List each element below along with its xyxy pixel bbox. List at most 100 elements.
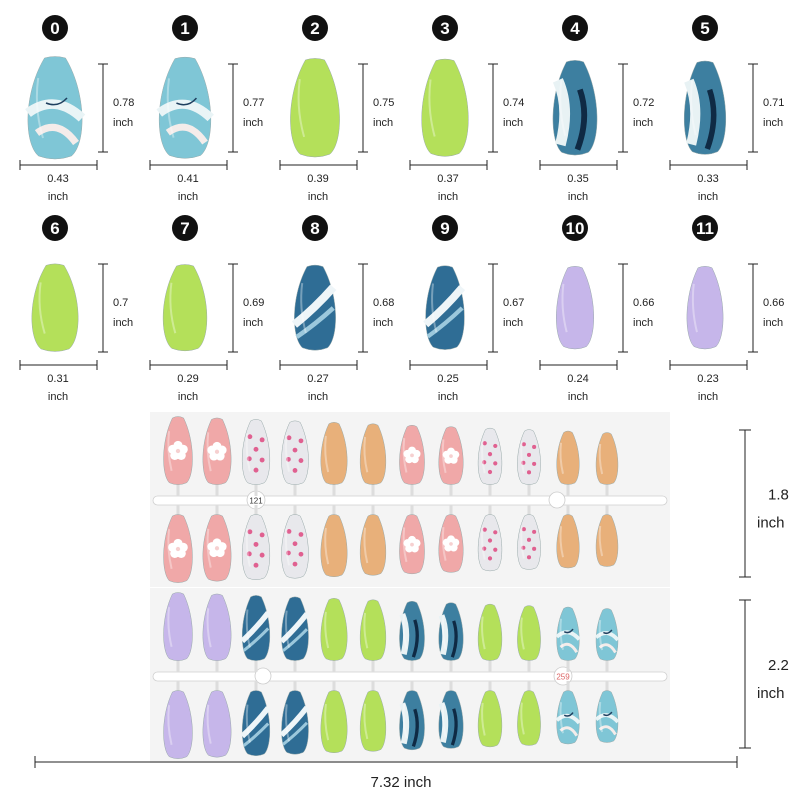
tray-nail-bottom-flower-center <box>449 542 453 546</box>
tray-nail-top-flower-center <box>214 449 220 454</box>
tray-nail-top <box>320 422 348 485</box>
tray-nail-top-vein <box>603 629 613 635</box>
tray-nail-top-blossom <box>532 444 537 450</box>
nail-size-8-wave <box>295 306 335 339</box>
tray-nail-top-gloss <box>206 432 212 472</box>
tray-nail-top-gloss <box>559 618 564 650</box>
tray-nail-bottom-wave <box>242 722 270 747</box>
tray-nail-top-vein <box>411 619 419 658</box>
tray-nail-bottom-gloss <box>324 703 330 741</box>
nail-size-7-gloss <box>169 282 177 334</box>
tray-nail-bottom-gloss <box>245 528 251 567</box>
length-value: 0.67 <box>503 297 524 309</box>
tray-nail-top-blossom <box>259 457 265 463</box>
nail-size-4-swirl <box>552 78 571 147</box>
size-3: 3 0.74 inch 0.37 inch <box>409 15 524 203</box>
tray-knob <box>254 667 272 685</box>
tray-nail-bottom-gloss <box>559 702 564 734</box>
nail-set-121: 121 1.8 inch <box>150 412 789 587</box>
tray-nail-top-blossom <box>487 469 493 475</box>
length-value: 0.66 <box>633 297 654 309</box>
size-2: 2 0.75 inch 0.39 inch <box>279 15 394 203</box>
tray-nail-bottom <box>595 514 619 567</box>
tray-nail-top-petal <box>410 455 419 464</box>
tray-nail-bottom-blossom <box>259 552 265 558</box>
tray-nail-bottom <box>517 690 541 746</box>
tray-nail-bottom-blossom <box>298 551 304 557</box>
size-1: 1 0.77 inch 0.41 inch <box>149 15 264 203</box>
nail-size-10 <box>556 266 594 350</box>
tray-nail-bottom-blossom <box>246 551 252 557</box>
tray-nail-top-blossom <box>247 434 253 440</box>
nail-size-0-swirl <box>34 123 79 146</box>
tray-nail-bottom-gloss <box>481 702 486 736</box>
tray-nail-bottom-vein <box>411 708 419 747</box>
width-unit: inch <box>698 191 718 203</box>
width-value: 0.27 <box>307 373 328 385</box>
width-value: 0.35 <box>567 173 588 185</box>
tray-nail-bottom-blossom <box>292 561 298 567</box>
size-number: 3 <box>440 19 449 38</box>
tray-nail-top <box>517 605 541 661</box>
tray-nail-bottom-gloss <box>206 704 212 744</box>
tray-nail-top-gloss <box>363 436 369 473</box>
length-value: 0.77 <box>243 97 264 109</box>
tray-nail-top-swirl <box>399 613 410 655</box>
tray-nail-top-gloss <box>206 608 212 648</box>
tray-nail-top-swirl <box>438 614 449 656</box>
tray-nail-bottom-swirl <box>438 702 449 743</box>
nail-size-6-gloss <box>38 282 46 334</box>
size-number-badge <box>692 215 718 241</box>
tray-nail-top-blossom <box>286 456 291 462</box>
tray-nail-top-blossom <box>259 437 265 443</box>
set-height-unit: inch <box>757 685 785 702</box>
tray-nail-top-flower-center <box>410 453 414 458</box>
length-unit: inch <box>373 117 393 129</box>
size-number-badge <box>42 215 68 241</box>
tray-nail-top-vein <box>450 620 458 658</box>
size-number: 10 <box>566 219 585 238</box>
size-number-badge <box>432 215 458 241</box>
size-6: 6 0.7 inch 0.31 inch <box>19 215 133 403</box>
nail-size-4-gloss <box>559 80 567 136</box>
width-unit: inch <box>178 391 198 403</box>
tray-nail-top-blossom <box>482 460 487 465</box>
tray-nail-bottom <box>359 514 387 576</box>
tray-nail-top-petal <box>403 449 412 458</box>
tray-nail-bottom-gloss <box>481 526 486 560</box>
tray-nail-bottom-petal <box>449 543 458 552</box>
tray-nail-top-petal <box>442 450 451 459</box>
tray-nail-bottom-flower-center <box>410 542 414 547</box>
tray-nail-bottom-blossom <box>521 545 526 550</box>
tray-nail-top-flower-center <box>175 448 181 454</box>
tray-nail-bottom-swirl <box>559 726 579 737</box>
nail-size-6 <box>31 263 79 352</box>
tray-nail-bottom-blossom <box>259 532 265 538</box>
nail-size-10-gloss <box>561 283 568 333</box>
width-value: 0.33 <box>697 173 718 185</box>
tray-knob <box>548 491 566 509</box>
tray-nail-top-blossom <box>487 451 493 457</box>
tray-nail-bottom-vein <box>563 712 574 717</box>
tray-nail-bottom-blossom <box>493 547 498 552</box>
size-number-badge <box>692 15 718 41</box>
length-unit: inch <box>503 317 523 329</box>
tray-nail-top-gloss <box>520 617 525 650</box>
width-value: 0.29 <box>177 373 198 385</box>
set-height-unit: inch <box>757 515 785 532</box>
length-unit: inch <box>373 317 393 329</box>
nail-size-2-gloss <box>297 79 306 138</box>
set-height-value: 2.2 <box>768 657 789 674</box>
width-unit: inch <box>48 191 68 203</box>
tray-nail-top <box>359 599 387 661</box>
tray-nail-bottom <box>163 690 193 759</box>
tray-nail-top-petal <box>176 450 186 461</box>
tray-nail-top-blossom <box>286 435 292 441</box>
tray-nail-top-gloss <box>481 616 486 650</box>
length-unit: inch <box>243 317 263 329</box>
tray-nail-bottom <box>202 690 232 758</box>
tray-nail-top-flower-center <box>449 454 453 458</box>
tray-nail-bottom <box>556 514 580 569</box>
tray-nail-bottom <box>477 690 503 748</box>
tray-nail-top-blossom <box>292 447 298 453</box>
